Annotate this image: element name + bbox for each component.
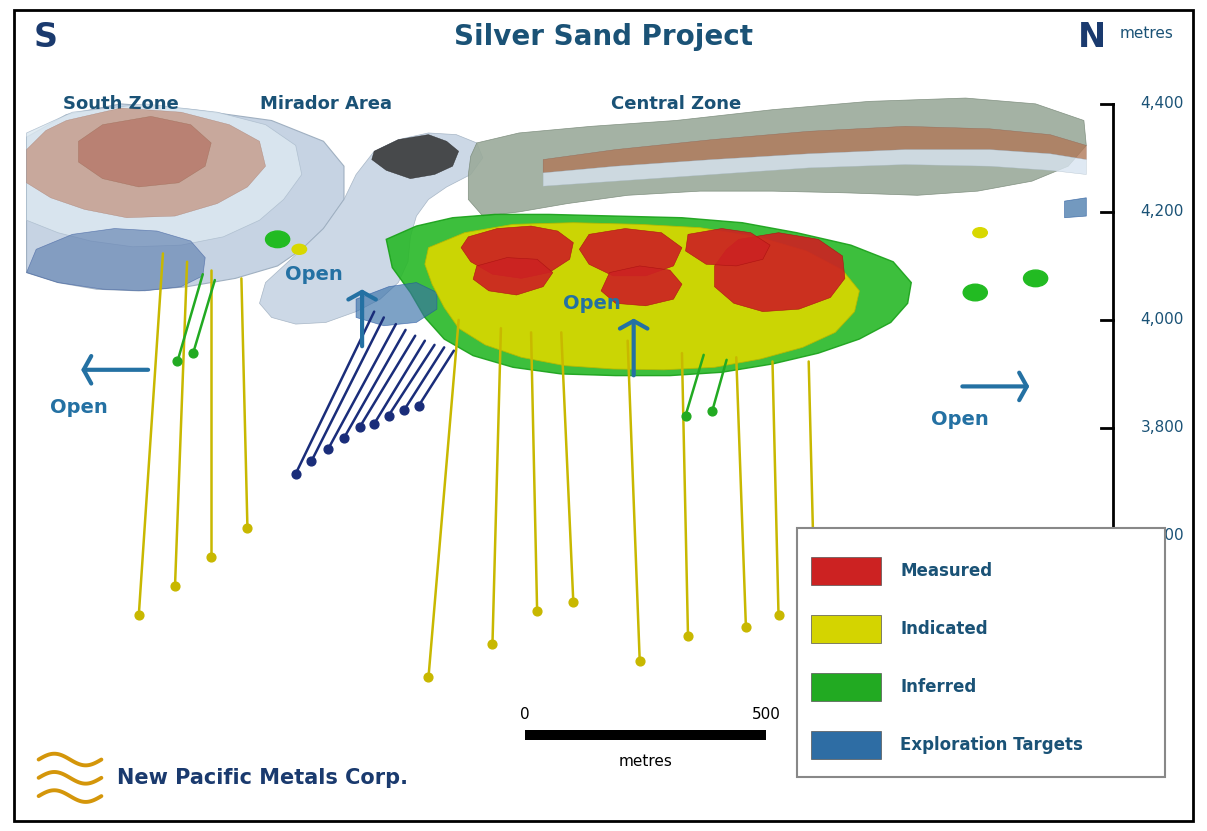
Text: Indicated: Indicated — [900, 620, 989, 638]
Text: South Zone: South Zone — [63, 95, 179, 113]
Polygon shape — [27, 229, 205, 291]
Polygon shape — [1065, 198, 1086, 218]
Point — [202, 550, 221, 563]
Text: N: N — [1078, 21, 1107, 54]
Point — [419, 671, 438, 684]
Polygon shape — [27, 108, 266, 218]
Text: Open: Open — [931, 411, 989, 429]
Point — [379, 409, 398, 422]
Bar — [797, 528, 1165, 777]
Polygon shape — [356, 283, 437, 326]
Bar — [811, 615, 881, 643]
Polygon shape — [473, 258, 553, 295]
Text: Open: Open — [562, 294, 620, 312]
Point — [365, 417, 384, 430]
Polygon shape — [27, 104, 302, 247]
Point — [168, 355, 187, 368]
Point — [238, 521, 257, 534]
Circle shape — [1024, 270, 1048, 287]
Point — [129, 608, 148, 622]
Point — [676, 409, 695, 422]
Polygon shape — [715, 233, 845, 312]
Text: 500: 500 — [752, 707, 781, 722]
Point — [350, 420, 369, 434]
Point — [302, 455, 321, 468]
Point — [805, 596, 824, 609]
Text: Measured: Measured — [900, 562, 992, 580]
Text: Open: Open — [49, 398, 107, 416]
Bar — [811, 673, 881, 701]
Point — [678, 629, 698, 642]
Polygon shape — [686, 229, 770, 266]
Polygon shape — [579, 229, 682, 276]
Point — [769, 608, 788, 622]
Circle shape — [292, 244, 307, 254]
Bar — [811, 731, 881, 759]
Text: 0: 0 — [520, 707, 530, 722]
Text: Mirador Area: Mirador Area — [260, 95, 392, 113]
Polygon shape — [372, 135, 459, 179]
Text: Exploration Targets: Exploration Targets — [900, 736, 1084, 754]
Polygon shape — [260, 133, 483, 324]
Polygon shape — [543, 126, 1086, 173]
Point — [409, 399, 428, 412]
Polygon shape — [27, 104, 344, 291]
Text: metres: metres — [619, 754, 672, 769]
Text: 4,400: 4,400 — [1141, 96, 1184, 111]
Polygon shape — [461, 226, 573, 278]
Text: New Pacific Metals Corp.: New Pacific Metals Corp. — [117, 768, 408, 788]
Point — [165, 579, 185, 593]
Polygon shape — [601, 266, 682, 306]
Point — [702, 405, 722, 418]
Polygon shape — [543, 150, 1086, 186]
Text: S: S — [34, 21, 58, 54]
Point — [630, 654, 649, 667]
Text: Silver Sand Project: Silver Sand Project — [454, 23, 753, 52]
Point — [736, 621, 756, 634]
Polygon shape — [425, 223, 859, 370]
Point — [395, 403, 414, 416]
Bar — [811, 558, 881, 585]
Text: 4,200: 4,200 — [1141, 204, 1184, 219]
Point — [483, 637, 502, 651]
Text: Open: Open — [285, 265, 343, 283]
Text: 3,800: 3,800 — [1141, 420, 1184, 435]
Text: Central Zone: Central Zone — [611, 95, 741, 113]
Point — [286, 467, 305, 480]
Text: Inferred: Inferred — [900, 678, 976, 696]
Text: 4,000: 4,000 — [1141, 312, 1184, 327]
Point — [334, 431, 354, 445]
Point — [319, 442, 338, 455]
Polygon shape — [78, 116, 211, 187]
Bar — [525, 730, 766, 740]
Circle shape — [963, 284, 987, 301]
Polygon shape — [386, 214, 911, 376]
Point — [564, 596, 583, 609]
Point — [527, 604, 547, 617]
Text: 3,600: 3,600 — [1141, 529, 1184, 543]
Circle shape — [266, 231, 290, 248]
Text: metres: metres — [1119, 26, 1173, 41]
Polygon shape — [468, 98, 1086, 216]
Point — [183, 347, 203, 360]
Circle shape — [973, 228, 987, 238]
